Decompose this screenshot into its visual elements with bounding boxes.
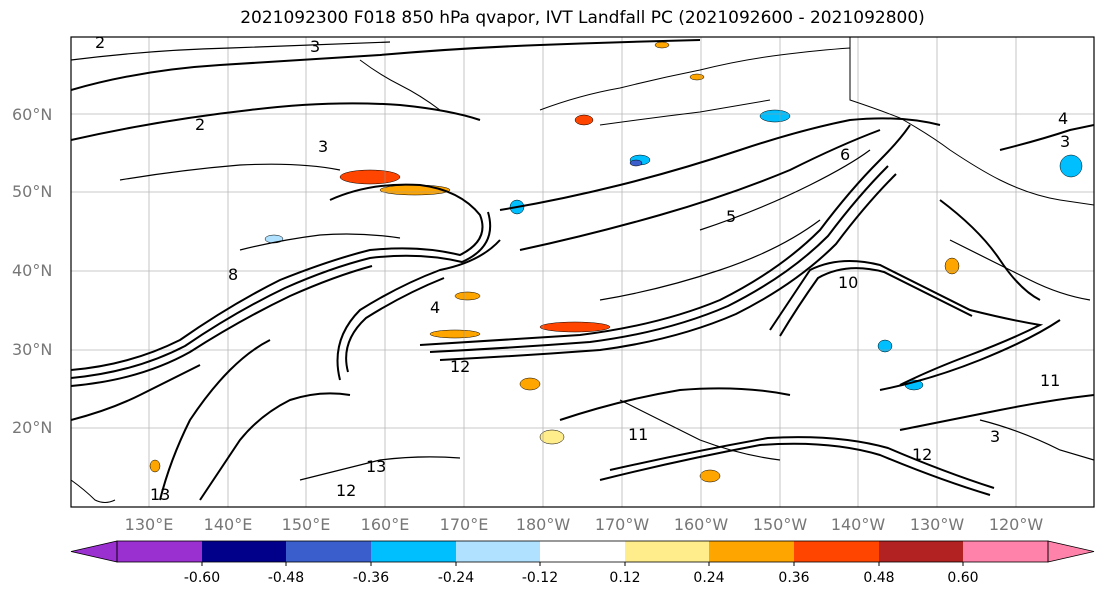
anomaly-patch xyxy=(519,377,541,391)
colorbar-segment xyxy=(456,541,540,562)
colorbar-segment xyxy=(202,541,286,562)
colorbar-segment xyxy=(117,541,202,562)
contour-label: 3 xyxy=(318,137,328,156)
anomaly-patch xyxy=(339,169,401,185)
colorbar-tick: 0.12 xyxy=(609,570,641,586)
contour-label: 3 xyxy=(1060,132,1070,151)
ivt-contours xyxy=(71,39,1094,501)
coastlines xyxy=(71,37,1094,503)
contour-label: 2 xyxy=(95,33,105,52)
map-border xyxy=(70,36,1095,508)
colorbar-segment xyxy=(794,541,879,562)
anomaly-patch xyxy=(454,291,481,301)
anomaly-patch xyxy=(1059,154,1083,178)
anomaly-patch xyxy=(429,329,481,339)
map-title: 2021092300 F018 850 hPa qvapor, IVT Land… xyxy=(240,8,925,28)
colorbar-tick: -0.12 xyxy=(521,570,559,586)
colorbar-tick: 0.24 xyxy=(693,570,725,586)
contour-label: 3 xyxy=(990,427,1000,446)
anomaly-patch xyxy=(944,257,960,275)
colorbar-segment xyxy=(371,541,456,562)
lon-label-170w: 170°W xyxy=(594,515,650,534)
lat-label-20n: 20°N xyxy=(12,418,53,437)
lon-label-160w: 160°W xyxy=(673,515,729,534)
lon-label-130w: 130°W xyxy=(909,515,965,534)
anomaly-patch xyxy=(629,159,643,167)
colorbar-tick: 0.60 xyxy=(947,570,979,586)
colorbar-tick: -0.48 xyxy=(267,570,305,586)
anomaly-patch xyxy=(574,114,594,126)
map-panel xyxy=(71,37,1094,507)
anomaly-patch xyxy=(689,73,705,81)
contour-label: 12 xyxy=(450,357,470,376)
contour-labels: 2 3 2 3 4 5 6 8 10 11 12 13 12 11 3 4 3 12 13 xyxy=(95,33,1070,504)
colorbar-tick: -0.36 xyxy=(352,570,390,586)
lon-label-140e: 140°E xyxy=(203,515,253,534)
contour-label: 12 xyxy=(912,445,932,464)
colorbar-segment xyxy=(540,541,625,562)
contour-label: 13 xyxy=(150,485,170,504)
lon-label-120w: 120°W xyxy=(988,515,1044,534)
lon-label-140w: 140°W xyxy=(830,515,886,534)
contour-label: 8 xyxy=(228,265,238,284)
lon-label-170e: 170°E xyxy=(439,515,489,534)
anomaly-patch xyxy=(654,41,670,49)
lat-label-50n: 50°N xyxy=(12,182,53,201)
colorbar-max-extension xyxy=(1047,540,1095,563)
colorbar xyxy=(70,540,1095,566)
contour-label: 5 xyxy=(726,207,736,226)
colorbar-border xyxy=(116,540,1049,563)
contour-label: 13 xyxy=(366,457,386,476)
contour-label: 11 xyxy=(628,425,648,444)
lon-label-150e: 150°E xyxy=(281,515,331,534)
anomaly-patch xyxy=(539,321,611,333)
colorbar-tick: 0.48 xyxy=(863,570,895,586)
colorbar-segment xyxy=(879,541,963,562)
minor-contours xyxy=(71,41,1094,481)
anomaly-patch xyxy=(699,469,721,483)
lon-label-180w: 180°W xyxy=(515,515,571,534)
anomaly-patch xyxy=(759,109,791,123)
colorbar-segment xyxy=(963,541,1048,562)
contour-label: 6 xyxy=(840,145,850,164)
lat-label-60n: 60°N xyxy=(12,105,53,124)
colorbar-min-extension xyxy=(70,540,118,563)
colorbar-tick: -0.60 xyxy=(183,570,221,586)
lat-label-40n: 40°N xyxy=(12,261,53,280)
contour-label: 3 xyxy=(310,37,320,56)
lon-label-130e: 130°E xyxy=(124,515,174,534)
colorbar-tick: 0.36 xyxy=(778,570,810,586)
contour-label: 10 xyxy=(838,273,858,292)
anomaly-patch xyxy=(149,459,161,473)
contour-label: 2 xyxy=(195,115,205,134)
colorbar-tick: -0.24 xyxy=(437,570,475,586)
lat-label-30n: 30°N xyxy=(12,340,53,359)
gridlines xyxy=(71,37,1094,507)
lon-label-160e: 160°E xyxy=(360,515,410,534)
contour-label: 12 xyxy=(336,481,356,500)
lon-label-150w: 150°W xyxy=(752,515,808,534)
colorbar-segment xyxy=(709,541,794,562)
anomaly-patch xyxy=(539,429,565,445)
contour-label: 4 xyxy=(430,298,440,317)
anomaly-patch xyxy=(877,339,893,353)
contour-label: 11 xyxy=(1040,371,1060,390)
contour-label: 4 xyxy=(1058,109,1068,128)
colorbar-segment xyxy=(286,541,371,562)
colorbar-segment xyxy=(625,541,709,562)
